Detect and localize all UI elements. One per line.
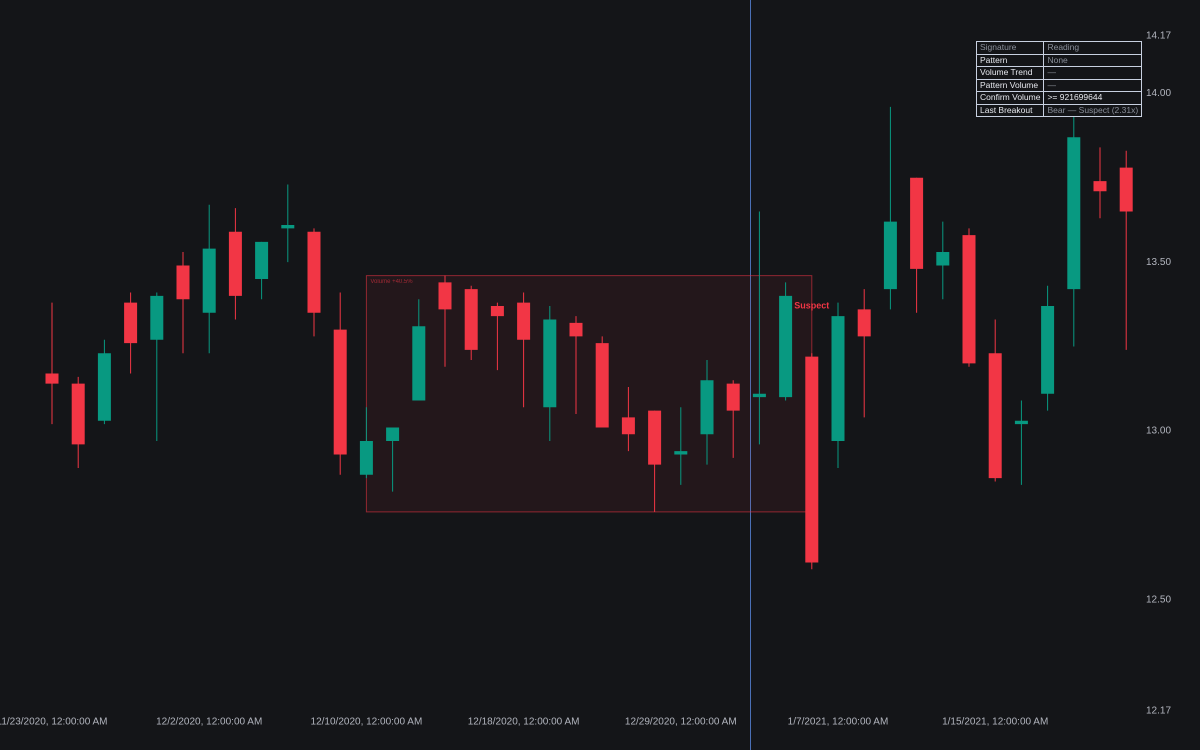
table-cell: — — [1043, 78, 1143, 92]
candle-body — [333, 329, 347, 455]
candle-body — [228, 231, 242, 296]
candle-body — [176, 265, 190, 300]
x-tick-label: 1/7/2021, 12:00:00 AM — [788, 717, 889, 728]
candle-body — [1119, 167, 1133, 212]
y-tick-label: 13.00 — [1146, 426, 1171, 437]
candle-body — [857, 309, 871, 337]
table-cell: — — [1043, 66, 1143, 80]
table-row: Last Breakout Bear — Suspect (2.31x) — [975, 103, 1143, 117]
table-row: Confirm Volume >= 921699644 — [975, 91, 1143, 105]
candle-body — [726, 383, 740, 411]
table-cell: Pattern Volume — [975, 78, 1045, 92]
table-header: Signature Reading — [975, 41, 1143, 55]
x-tick-label: 12/29/2020, 12:00:00 AM — [625, 717, 737, 728]
table-row: Volume Trend — — [975, 66, 1143, 80]
candle-body — [45, 373, 59, 384]
annotation: Suspect — [794, 300, 829, 310]
zone — [365, 275, 813, 513]
x-tick-label: 12/10/2020, 12:00:00 AM — [311, 717, 423, 728]
table-cell: None — [1043, 53, 1143, 67]
candle-body — [1041, 306, 1055, 394]
candle-body — [700, 380, 714, 435]
header-cell: Reading — [1043, 41, 1143, 55]
zone-label: Volume +40.5% — [370, 279, 413, 285]
y-tick-label: 13.50 — [1146, 257, 1171, 268]
table-cell: Pattern — [975, 53, 1045, 67]
candle-body — [569, 322, 583, 337]
candle-body — [674, 451, 688, 455]
candle-body — [910, 177, 924, 269]
candle-body — [517, 302, 531, 340]
candle-body — [1014, 420, 1028, 425]
y-tick-label: 12.17 — [1146, 706, 1171, 717]
y-tick-label: 14.17 — [1146, 31, 1171, 42]
candle-body — [805, 356, 819, 563]
candle-body — [595, 343, 609, 428]
candle-body — [71, 383, 85, 445]
candle-body — [412, 326, 426, 401]
candle-body — [543, 319, 557, 408]
y-tick-label: 14.00 — [1146, 88, 1171, 99]
candle-body — [490, 306, 504, 317]
table-row: Pattern None — [975, 53, 1143, 67]
candle-body — [1067, 137, 1081, 290]
candle-body — [150, 295, 164, 340]
candle-body — [464, 289, 478, 350]
candle-body — [255, 241, 269, 279]
x-tick-label: 1/15/2021, 12:00:00 AM — [942, 717, 1048, 728]
candle-body — [1093, 181, 1107, 192]
table-cell: Confirm Volume — [975, 91, 1045, 105]
table-cell: >= 921699644 — [1043, 91, 1143, 105]
candle-body — [438, 282, 452, 310]
table-row: Pattern Volume — — [975, 78, 1143, 92]
x-tick-label: 11/23/2020, 12:00:00 AM — [0, 717, 108, 728]
table-cell: Bear — Suspect (2.31x) — [1043, 103, 1143, 117]
candle-body — [621, 417, 635, 435]
candle-body — [962, 235, 976, 364]
candle-body — [202, 248, 216, 313]
candle-body — [307, 231, 321, 313]
x-tick-label: 12/18/2020, 12:00:00 AM — [468, 717, 580, 728]
candle-body — [386, 427, 400, 441]
candle-body — [883, 221, 897, 290]
y-tick-label: 12.50 — [1146, 594, 1171, 605]
candle-body — [831, 316, 845, 441]
candle-body — [124, 302, 138, 344]
candle-body — [752, 393, 766, 398]
x-tick-label: 12/2/2020, 12:00:00 AM — [156, 717, 262, 728]
table-cell: Last Breakout — [975, 103, 1045, 117]
candle-body — [988, 353, 1002, 479]
table-cell: Volume Trend — [975, 66, 1045, 80]
header-cell: Signature — [975, 41, 1045, 55]
candle-body — [779, 295, 793, 398]
info-table: Signature Reading Pattern None Volume Tr… — [975, 41, 1143, 117]
candle-body — [936, 252, 950, 266]
candle-body — [648, 410, 662, 465]
candle-body — [359, 441, 373, 475]
candle-body — [97, 353, 111, 421]
candle-body — [281, 225, 295, 229]
